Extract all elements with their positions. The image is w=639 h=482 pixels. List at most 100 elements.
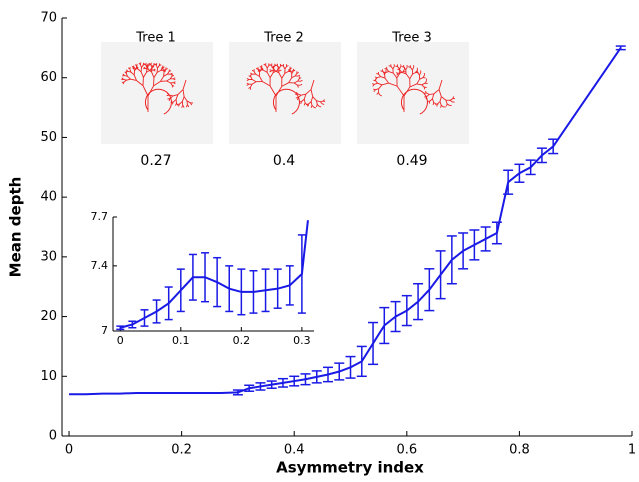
y-tick-label: 40 [40,190,57,205]
tree-branch [396,85,405,97]
tree-branch [278,65,281,69]
tree-branch [305,89,312,95]
tree-branch [177,89,184,95]
tree-branch [189,102,193,106]
error-bar [548,138,559,155]
tree-branch [255,73,260,77]
tree-branch [440,105,442,108]
error-bar [285,265,294,306]
y-tick-label: 20 [40,309,57,324]
tree-branch [421,84,425,88]
tree-branch [248,86,251,89]
tree-branch [269,85,277,97]
tree-branch [153,72,158,78]
error-bar [401,294,412,327]
tree-branch [151,65,155,69]
tree-branch [265,65,268,69]
tree-branch [310,101,313,106]
tree-branch [250,83,253,88]
tree-branch [284,70,289,74]
tree-branch [316,104,318,108]
tree-branch [376,92,379,95]
tree-branch [378,73,381,77]
tree-branch [276,65,280,69]
tree-branch [259,76,263,82]
tree-label: Tree 2 [263,31,304,46]
error-bar [390,300,401,333]
tree-branch [253,71,256,75]
tree-branch [281,72,286,79]
tree-branch [160,76,165,82]
y-tick-label: 7 [101,324,108,337]
tree-branch [125,73,128,77]
tree-branch [417,72,420,76]
tree-branch [296,84,299,88]
tree-branch [130,78,137,81]
tree-branch [375,88,379,91]
tree-branch [297,74,301,77]
tree-branch [374,82,378,85]
tree-branch [295,91,299,95]
tree-branch [319,101,323,105]
tree-branch [168,70,172,73]
tree-branch [441,96,447,101]
tree-branch [429,98,433,102]
tree-branch [316,100,321,103]
error-bar [424,268,435,312]
tree-branch [419,77,424,80]
tree-branch [303,102,306,106]
tree-branch [250,76,253,80]
tree-branch [296,72,299,74]
error-bar [334,362,345,381]
tree-branch [186,100,191,104]
tree-branch [246,82,250,85]
error-bar [249,269,258,314]
tree-branch [166,80,171,84]
tree-branch [181,105,184,108]
tree-branch [386,68,390,72]
tree-branch [263,69,268,73]
tree-curl [272,88,300,115]
tree-branch [306,104,310,106]
tree-value: 0.4 [273,153,295,169]
x-tick-label: 1 [628,443,636,458]
x-tick-label: 0.4 [284,443,305,458]
tree-branch [169,94,173,97]
tree-branch [148,68,152,73]
tree-branch [419,72,422,76]
tree-branch [405,73,411,79]
tree-branch [377,76,381,79]
error-bar [536,147,547,164]
tree-branch [262,81,271,87]
error-bar [176,268,185,313]
error-bar [289,375,300,387]
tree-branch [411,67,415,71]
y-tick-label: 0 [49,429,57,444]
error-bar [188,253,197,301]
error-bar [152,299,161,324]
tree-branch [281,82,289,87]
tree-branch [322,103,325,105]
tree-branch [159,64,162,67]
x-tick-label: 0.8 [509,443,530,458]
tree-branch [373,88,376,91]
tree-branch [173,99,177,103]
tree-branch [310,79,315,90]
tree-branch [310,105,313,108]
tree-branch [380,76,386,79]
tree-branch [175,102,177,106]
tree-branch [274,70,280,74]
x-axis-title: Asymmetry index [276,459,424,477]
error-bar [128,320,137,329]
tree-branch [446,103,448,107]
error-bar [345,355,356,379]
tree-branch [438,89,442,97]
error-bar [300,373,311,386]
tree-branch [288,77,293,83]
tree-branch [316,100,318,105]
tree-branch [185,104,188,108]
tree-branch [163,69,167,73]
tree-branch [289,70,293,74]
tree-branch [398,71,402,74]
tree-branch [378,84,383,89]
